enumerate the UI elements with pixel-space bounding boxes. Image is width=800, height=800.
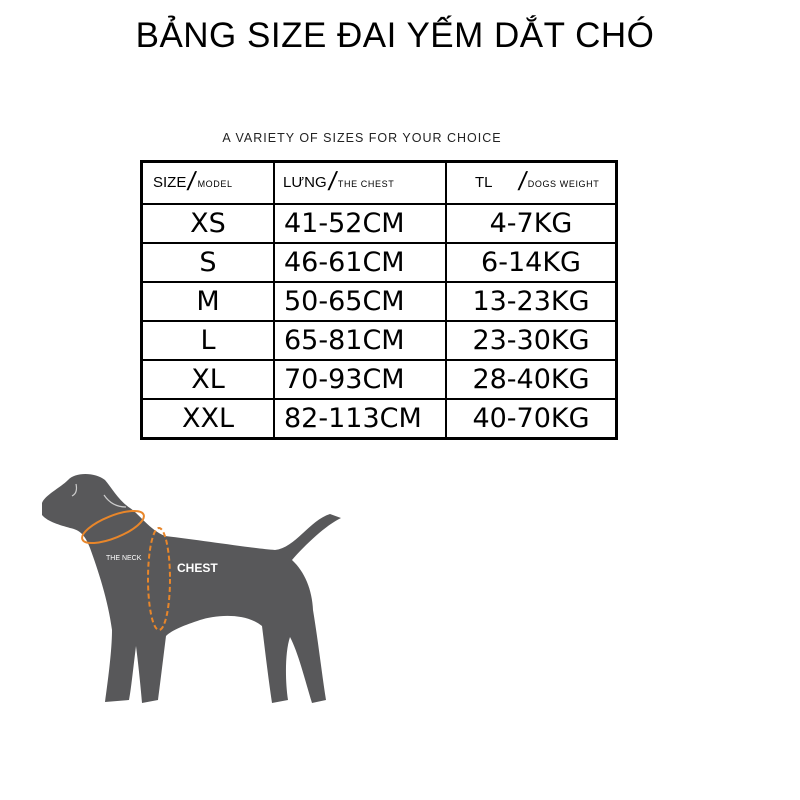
table-row: XL 70-93CM 28-40KG xyxy=(140,359,618,400)
dog-silhouette xyxy=(42,474,341,703)
neck-measure-ellipse xyxy=(81,509,145,545)
size-cell: XXL xyxy=(140,398,275,440)
header-main: LƯNG xyxy=(283,174,327,191)
header-chest: LƯNG/THE CHEST xyxy=(273,160,447,205)
table-row: XXL 82-113CM 40-70KG xyxy=(140,398,618,440)
header-sub: DOGS WEIGHT xyxy=(527,179,600,189)
weight-cell: 6-14KG xyxy=(445,242,618,283)
weight-cell: 40-70KG xyxy=(445,398,618,440)
header-sub: THE CHEST xyxy=(337,179,395,189)
weight-cell: 23-30KG xyxy=(445,320,618,361)
subtitle: A VARIETY OF SIZES FOR YOUR CHOICE xyxy=(222,131,502,145)
size-table: SIZE/MODEL LƯNG/THE CHEST TL/DOGS WEIGHT… xyxy=(140,160,618,440)
weight-cell: 4-7KG xyxy=(445,203,618,244)
weight-cell: 28-40KG xyxy=(445,359,618,400)
chest-cell: 82-113CM xyxy=(273,398,447,440)
table-header-row: SIZE/MODEL LƯNG/THE CHEST TL/DOGS WEIGHT xyxy=(140,160,618,205)
table-row: M 50-65CM 13-23KG xyxy=(140,281,618,322)
neck-label: THE NECK xyxy=(106,555,142,562)
header-main: TL xyxy=(475,174,493,191)
chest-cell: 50-65CM xyxy=(273,281,447,322)
table-row: S 46-61CM 6-14KG xyxy=(140,242,618,283)
chest-cell: 41-52CM xyxy=(273,203,447,244)
chest-cell: 70-93CM xyxy=(273,359,447,400)
size-cell: S xyxy=(140,242,275,283)
size-cell: XL xyxy=(140,359,275,400)
header-sub: MODEL xyxy=(197,179,233,189)
chest-measure-ellipse xyxy=(147,527,171,631)
header-main: SIZE xyxy=(153,174,187,191)
ear-outline xyxy=(71,483,127,508)
chest-cell: 46-61CM xyxy=(273,242,447,283)
size-cell: M xyxy=(140,281,275,322)
table-row: L 65-81CM 23-30KG xyxy=(140,320,618,361)
header-weight: TL/DOGS WEIGHT xyxy=(445,160,618,205)
size-cell: L xyxy=(140,320,275,361)
header-size: SIZE/MODEL xyxy=(140,160,275,205)
chest-label: CHEST xyxy=(177,561,218,575)
chest-cell: 65-81CM xyxy=(273,320,447,361)
size-cell: XS xyxy=(140,203,275,244)
table-row: XS 41-52CM 4-7KG xyxy=(140,203,618,244)
weight-cell: 13-23KG xyxy=(445,281,618,322)
page-title: BẢNG SIZE ĐAI YẾM DẮT CHÓ xyxy=(135,16,655,55)
